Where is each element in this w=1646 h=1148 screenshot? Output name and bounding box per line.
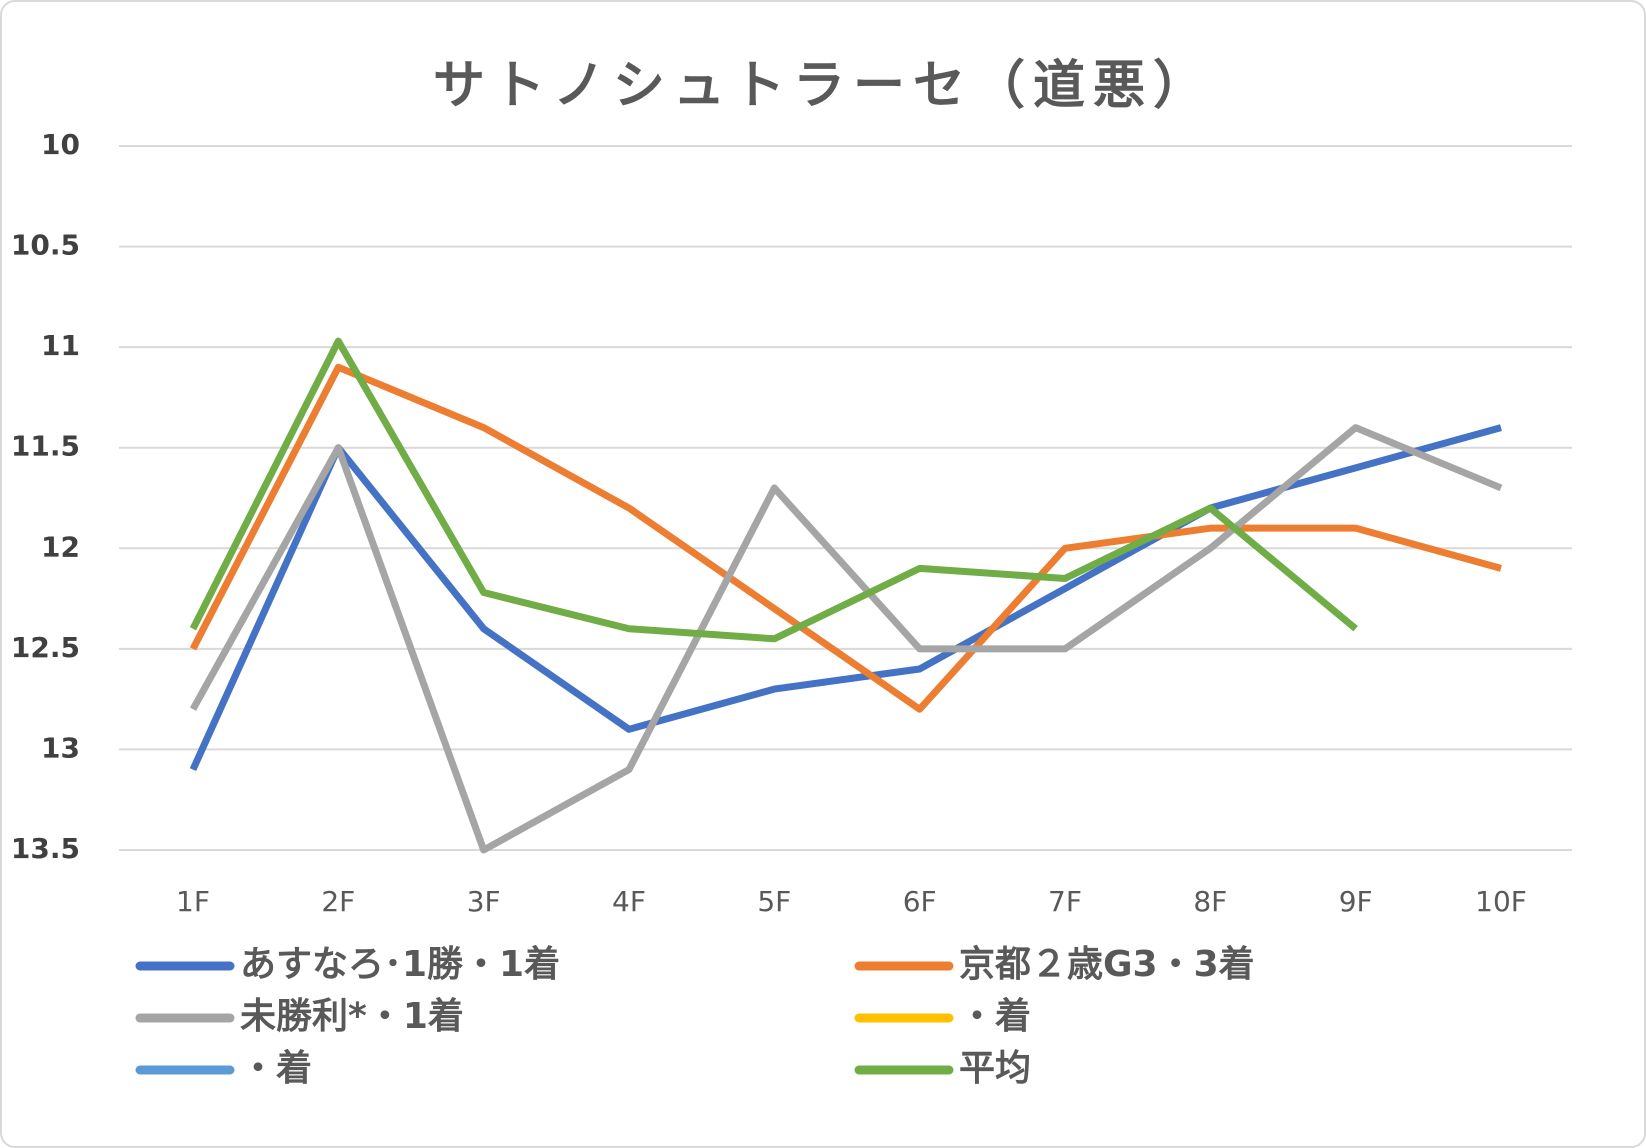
x-tick-label: 8F	[1193, 885, 1227, 918]
x-tick-label: 1F	[176, 885, 210, 918]
y-tick-label: 11.5	[11, 430, 80, 463]
x-tick-label: 9F	[1339, 885, 1373, 918]
legend-label: ・着	[240, 1048, 312, 1089]
y-tick-label: 10.5	[11, 229, 80, 262]
x-tick-label: 7F	[1048, 885, 1082, 918]
legend-label: あすなろ･1勝・1着	[240, 944, 560, 985]
y-tick-label: 12	[41, 530, 80, 563]
y-tick-label: 11	[41, 329, 80, 362]
series-line	[189, 337, 1358, 643]
x-tick-label: 3F	[467, 885, 501, 918]
y-tick-label: 10	[41, 128, 80, 161]
legend-label: 未勝利*・1着	[240, 996, 464, 1037]
x-tick-label: 6F	[903, 885, 937, 918]
x-tick-label: 4F	[612, 885, 646, 918]
y-tick-label: 12.5	[11, 631, 80, 664]
x-tick-label: 2F	[321, 885, 355, 918]
legend-label: ・着	[959, 996, 1031, 1037]
x-tick-label: 10F	[1475, 885, 1527, 918]
legend-label: 京都２歳G3・3着	[959, 943, 1255, 985]
legend-label: 平均	[959, 1048, 1031, 1089]
x-tick-label: 5F	[757, 885, 791, 918]
y-tick-label: 13.5	[11, 832, 80, 865]
chart-title: サトノシュトラーセ（道悪）	[433, 56, 1213, 116]
series-line	[189, 424, 1503, 854]
series-line	[189, 363, 1502, 713]
y-tick-label: 13	[41, 731, 80, 764]
